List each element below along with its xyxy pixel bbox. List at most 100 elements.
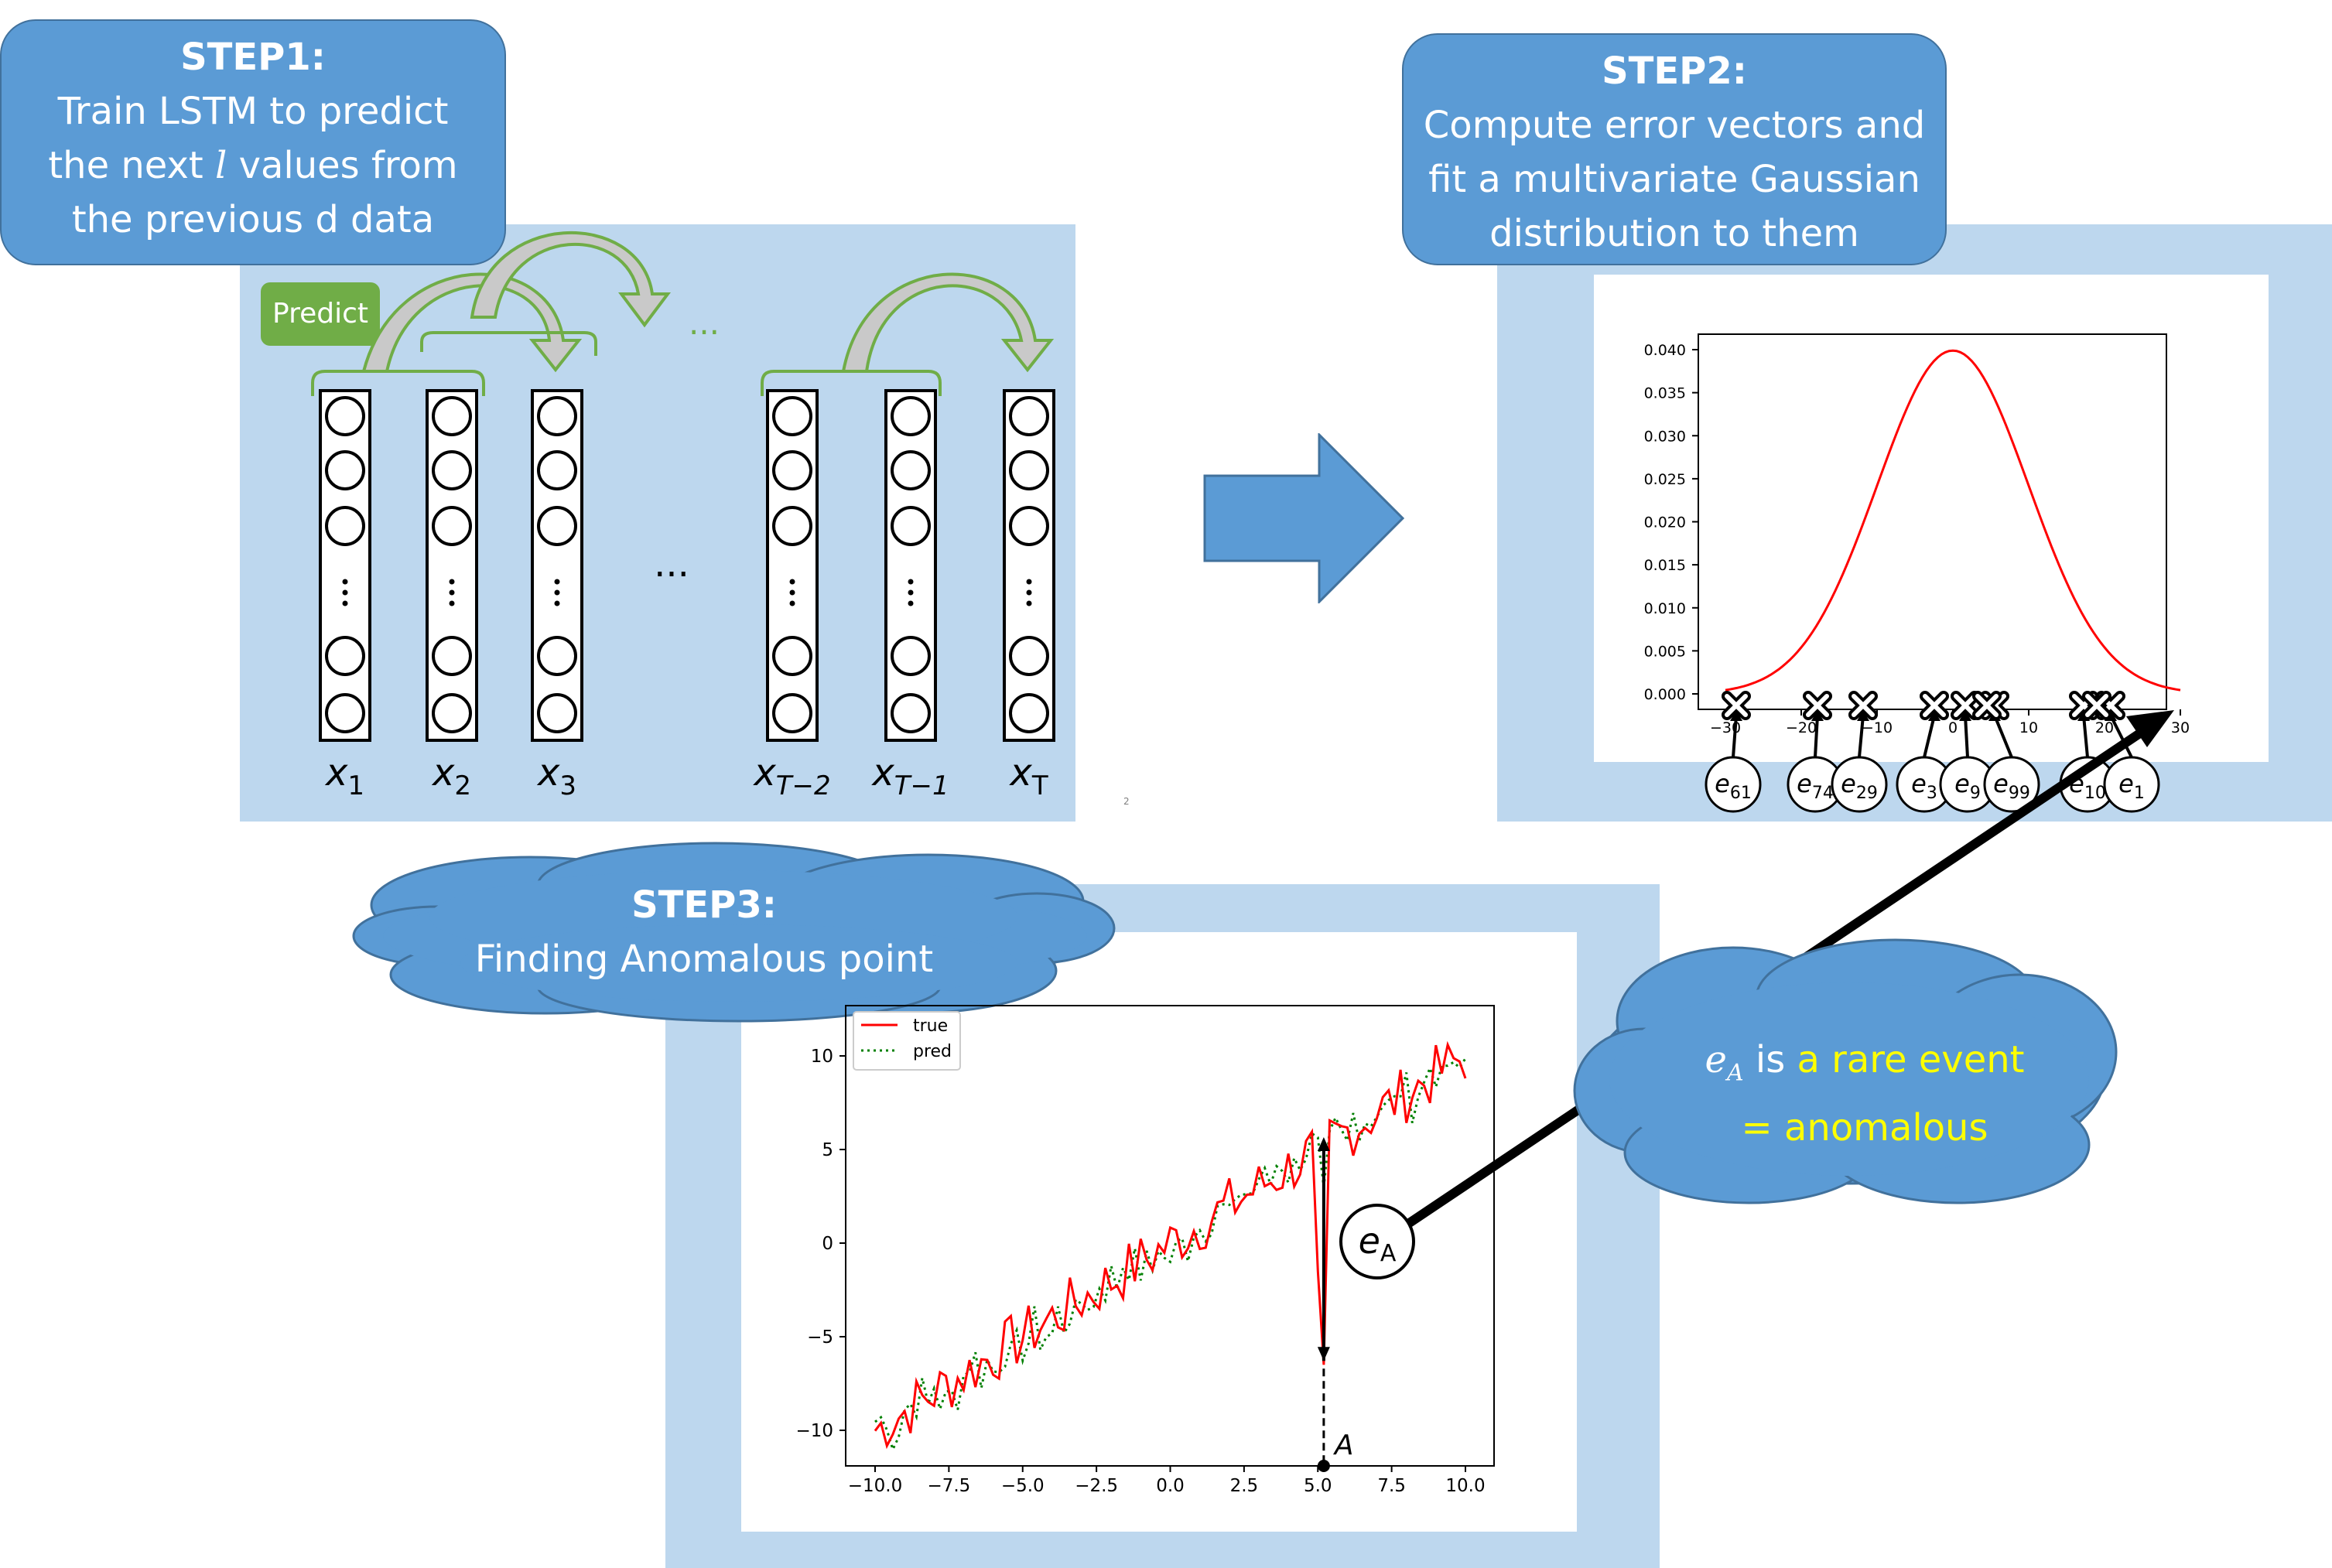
- lstm-unit-circle: [432, 450, 472, 490]
- column-label: x1: [324, 751, 364, 801]
- lstm-unit-circle: [1009, 693, 1049, 733]
- error-label: e9: [1954, 769, 1981, 803]
- lstm-unit-circle: [325, 450, 365, 490]
- anomaly-point: [1317, 1460, 1330, 1472]
- lstm-unit-circle: [891, 450, 931, 490]
- lstm-unit-circle: [1009, 506, 1049, 546]
- lstm-unit-circle: [432, 693, 472, 733]
- lstm-column: [426, 389, 478, 742]
- step3-cloud: [352, 842, 1116, 1023]
- column-label: xT−2: [752, 751, 830, 801]
- callout-anomalous: = anomalous: [1741, 1105, 1988, 1150]
- ea-label: eA: [1359, 1220, 1397, 1267]
- step3-line1: Finding Anomalous point: [474, 938, 934, 981]
- lstm-unit-circle: [325, 506, 365, 546]
- lstm-unit-circle: [325, 693, 365, 733]
- true-series-line: [874, 1040, 1467, 1450]
- lstm-column: [319, 389, 371, 742]
- y-tick-label: 5: [822, 1140, 833, 1160]
- vertical-ellipsis-dot: [908, 589, 914, 596]
- step1-callout: STEP1: Train LSTM to predict the next l …: [0, 19, 506, 265]
- error-circle: [1705, 756, 1762, 813]
- legend-true-label: true: [913, 1016, 948, 1036]
- lstm-unit-circle: [537, 396, 577, 436]
- step2-heading: STEP2:: [1602, 50, 1747, 93]
- x-tick-label: 7.5: [1377, 1476, 1406, 1496]
- x-tick-label: −10: [1862, 719, 1893, 736]
- anomaly-cloud: [1573, 938, 2118, 1204]
- step1-line3: the previous d data: [71, 198, 435, 241]
- error-circle: [1831, 756, 1888, 813]
- page-number: 2: [1123, 796, 1130, 807]
- y-tick-label: 0.035: [1644, 385, 1686, 402]
- lstm-column-box: [1003, 389, 1055, 742]
- lstm-unit-circle: [432, 506, 472, 546]
- lstm-unit-circle: [772, 693, 812, 733]
- lstm-unit-circle: [772, 396, 812, 436]
- y-tick-label: −10: [795, 1421, 833, 1441]
- predict-arrow-1: [361, 272, 583, 373]
- vertical-ellipsis-dot: [908, 600, 914, 606]
- step2-callout: STEP2: Compute error vectors and fit a m…: [1402, 33, 1947, 265]
- lstm-column: [1003, 389, 1055, 742]
- x-tick-label: −30: [1710, 719, 1741, 736]
- lstm-unit-circle: [891, 396, 931, 436]
- legend-pred-label: pred: [913, 1042, 952, 1061]
- lstm-unit-circle: [1009, 636, 1049, 676]
- y-tick-label: 0.030: [1644, 428, 1686, 445]
- callout-var: eA: [1705, 1038, 1744, 1087]
- error-label: e3: [1911, 769, 1937, 803]
- vertical-ellipsis-dot: [908, 579, 914, 585]
- x-tick-label: 10: [2019, 719, 2038, 736]
- vertical-ellipsis-dot: [789, 600, 795, 606]
- error-marker: e3: [1896, 691, 1953, 813]
- callout-rare-event: a rare event: [1797, 1038, 2025, 1081]
- lstm-unit-circle: [537, 506, 577, 546]
- lstm-column-box: [766, 389, 819, 742]
- bracket-3: [761, 370, 942, 396]
- flow-arrow: [1203, 433, 1404, 603]
- lstm-unit-circle: [772, 450, 812, 490]
- error-label: e29: [1841, 769, 1878, 803]
- predict-arrow-2: [470, 231, 671, 328]
- lstm-unit-circle: [325, 396, 365, 436]
- anomaly-label: A: [1333, 1430, 1354, 1461]
- step2-chart-area: [1594, 275, 2269, 762]
- step2-line2: fit a multivariate Gaussian: [1428, 158, 1920, 201]
- vertical-ellipsis-dot: [449, 579, 455, 585]
- column-label: x2: [431, 751, 471, 801]
- error-label: e74: [1797, 769, 1834, 803]
- lstm-unit-circle: [325, 636, 365, 676]
- lstm-column-box: [319, 389, 371, 742]
- lstm-unit-circle: [772, 636, 812, 676]
- vertical-ellipsis-dot: [789, 579, 795, 585]
- error-arrowhead-up: [1317, 1137, 1330, 1151]
- vertical-ellipsis-dot: [789, 589, 795, 596]
- pred-series-line: [874, 1057, 1467, 1453]
- vertical-ellipsis-dot: [449, 589, 455, 596]
- x-tick-label: 0.0: [1156, 1476, 1185, 1496]
- x-tick-label: 10.0: [1445, 1476, 1485, 1496]
- x-tick-label: 30: [2171, 719, 2190, 736]
- lstm-unit-circle: [537, 636, 577, 676]
- y-tick-label: 0.005: [1644, 643, 1686, 660]
- error-marker: e74: [1787, 691, 1844, 813]
- step2-line1: Compute error vectors and: [1423, 104, 1926, 147]
- column-label: xT: [1008, 751, 1048, 801]
- column-label: x3: [536, 751, 576, 801]
- lstm-unit-circle: [891, 636, 931, 676]
- lstm-unit-circle: [1009, 450, 1049, 490]
- step3-heading: STEP3:: [631, 883, 777, 927]
- vertical-ellipsis-dot: [554, 589, 560, 596]
- vertical-ellipsis-dot: [342, 589, 348, 596]
- vertical-ellipsis-dot: [1026, 579, 1032, 585]
- y-tick-label: −5: [807, 1327, 833, 1348]
- legend-box: [853, 1011, 961, 1071]
- y-tick-label: 0.000: [1644, 686, 1686, 703]
- y-tick-label: 0.015: [1644, 557, 1686, 574]
- x-tick-label: −2.5: [1075, 1476, 1118, 1496]
